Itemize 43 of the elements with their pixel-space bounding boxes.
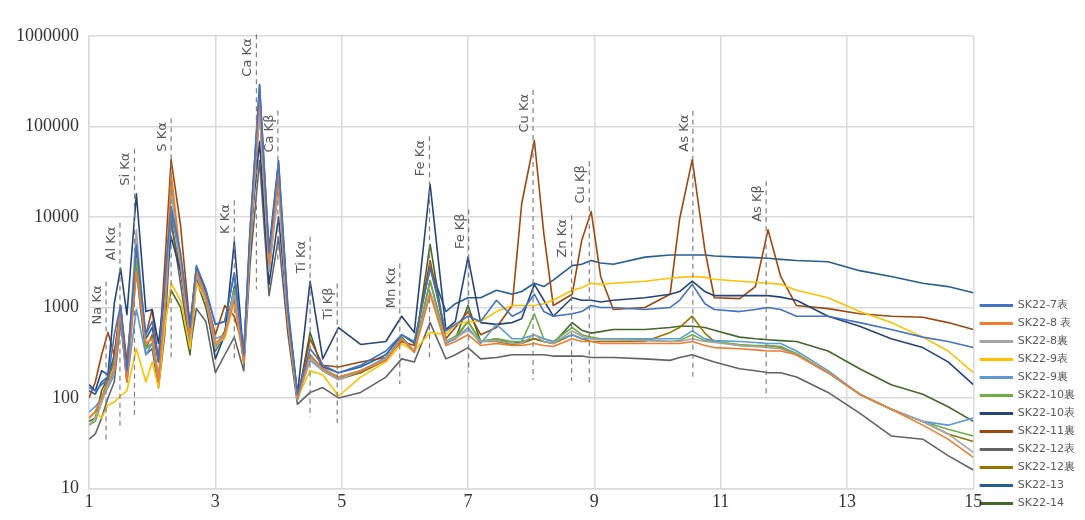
x-tick-label: 13 <box>838 490 857 511</box>
x-tick-label: 7 <box>463 490 473 511</box>
ref-line-label: Zn Kα <box>554 219 570 258</box>
legend-label: SK22-13 <box>1017 478 1065 492</box>
ref-line-label: Mn Kα <box>382 267 398 309</box>
y-tick-label: 10000 <box>34 205 79 226</box>
x-tick-label: 3 <box>210 490 220 511</box>
legend-label: SK22-8裏 <box>1017 334 1069 348</box>
x-tick-label: 5 <box>337 490 347 511</box>
legend-label: SK22-9表 <box>1017 352 1069 366</box>
legend-label: SK22-12表 <box>1017 442 1076 456</box>
legend-label: SK22-7表 <box>1017 298 1069 312</box>
legend-label: SK22-12裏 <box>1017 460 1076 474</box>
ref-line-label: Fe Kβ <box>451 213 467 250</box>
ref-line-label: Na Kα <box>88 285 104 325</box>
ref-line-label: K Kα <box>217 204 233 234</box>
x-tick-label: 9 <box>589 490 599 511</box>
ref-line-label: As Kβ <box>749 185 765 222</box>
ref-line-label: As Kα <box>675 114 691 152</box>
y-tick-label: 100 <box>52 386 79 407</box>
ref-line-label: Ca Kβ <box>260 114 276 153</box>
y-tick-label: 1000000 <box>16 24 79 45</box>
legend-label: SK22-10裏 <box>1017 388 1076 402</box>
ref-line-label: Ti Kα <box>292 240 308 275</box>
legend-label: SK22-11裏 <box>1017 424 1076 438</box>
y-tick-label: 10 <box>61 477 79 498</box>
ref-line-label: Al Kα <box>102 226 118 261</box>
ref-line-label: Fe Kα <box>412 140 428 177</box>
ref-line-label: Cu Kβ <box>572 165 588 204</box>
ref-line-label: Ti Kβ <box>320 287 336 321</box>
x-tick-label: 11 <box>712 490 730 511</box>
ref-line-label: Si Kα <box>117 152 133 186</box>
ref-line-label: S Kα <box>153 122 169 152</box>
legend-label: SK22-8 表 <box>1017 316 1072 330</box>
legend-label: SK22-10表 <box>1017 406 1076 420</box>
legend-label: SK22-9裏 <box>1017 370 1069 384</box>
ref-line-label: Ca Kα <box>239 38 255 77</box>
legend-label: SK22-14 <box>1017 496 1065 510</box>
ref-line-label: Cu Kα <box>515 93 531 133</box>
x-tick-label: 15 <box>964 490 983 511</box>
y-tick-label: 1000 <box>43 296 79 317</box>
x-tick-label: 1 <box>84 490 94 511</box>
y-tick-label: 100000 <box>25 115 79 136</box>
